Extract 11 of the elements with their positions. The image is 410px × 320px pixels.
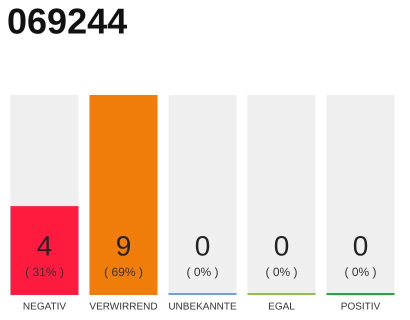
data-label: 0 ( 0% ) xyxy=(265,230,298,279)
x-tick-label: UNBEKANNTE xyxy=(168,302,237,312)
data-label: 0 ( 0% ) xyxy=(186,230,219,279)
data-label: 9 ( 69% ) xyxy=(104,230,143,279)
chart-title: 069244 xyxy=(7,0,128,42)
x-tick-label: EGAL xyxy=(268,302,296,312)
data-label: 4 ( 31% ) xyxy=(25,230,64,279)
x-tick-label: NEGATIV xyxy=(22,302,66,312)
x-tick-label: POSITIV xyxy=(340,302,381,312)
data-label: 0 ( 0% ) xyxy=(344,230,377,279)
x-tick-label: VERWIRREND xyxy=(89,302,158,312)
